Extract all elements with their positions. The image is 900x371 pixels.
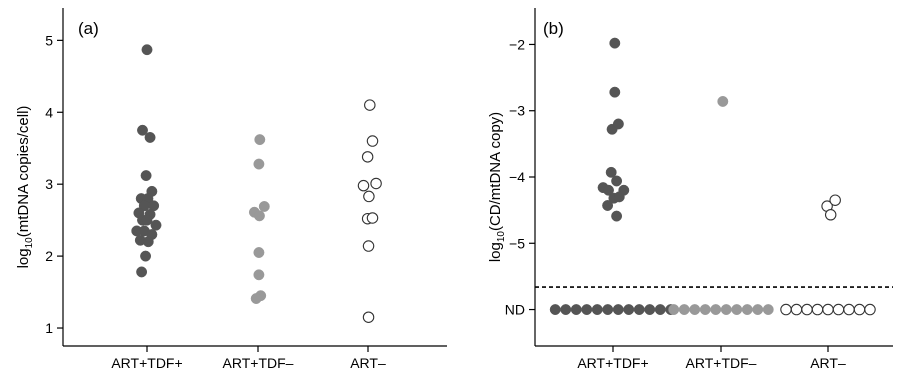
data-point	[254, 134, 266, 146]
nd-data-point	[853, 303, 866, 316]
data-point	[717, 95, 729, 107]
nd-data-point	[623, 304, 635, 315]
nd-data-point	[591, 304, 603, 315]
nd-data-point	[699, 304, 711, 315]
data-point	[258, 201, 270, 212]
y-tick-label: 2	[45, 248, 53, 264]
nd-data-point	[741, 304, 753, 315]
data-point	[602, 200, 614, 211]
nd-data-point	[811, 303, 824, 316]
data-point	[361, 151, 374, 163]
y-tick-label: 1	[45, 320, 53, 336]
data-point	[362, 240, 375, 252]
nd-data-point	[790, 303, 803, 316]
data-point	[366, 135, 379, 147]
nd-data-point	[864, 303, 876, 316]
y-axis-title: log10(mtDNA copies/cell)	[15, 106, 35, 269]
panel-b: −2 −3 −4 −5 ND ART+TDF+ ART+TDF– ART– log10(CD/m…	[487, 8, 893, 371]
y-tick-label: −4	[509, 169, 525, 185]
y-tick-label: 3	[45, 176, 53, 192]
data-point	[253, 247, 265, 258]
nd-data-point	[689, 304, 701, 315]
nd-data-point	[780, 303, 792, 316]
y-tick-label: 5	[45, 32, 53, 48]
data-point	[253, 210, 265, 222]
data-point	[605, 166, 617, 178]
data-point	[364, 99, 376, 111]
data-point	[141, 44, 153, 56]
nd-data-point	[612, 304, 624, 315]
nd-data-point	[710, 304, 722, 315]
x-category-label: ART–	[810, 355, 846, 371]
data-point	[611, 210, 623, 222]
x-category-label: ART+TDF–	[223, 355, 294, 371]
data-point	[253, 158, 265, 170]
data-point	[140, 250, 152, 262]
y-tick-label: −3	[509, 103, 525, 119]
y-tick-label: −2	[509, 36, 525, 52]
data-point	[137, 124, 148, 136]
data-point	[829, 194, 841, 206]
nd-data-point	[731, 304, 743, 315]
data-point	[611, 175, 623, 187]
data-point	[362, 311, 375, 323]
y-tick-label: −5	[509, 235, 525, 251]
data-point	[150, 219, 162, 231]
nd-data-point	[762, 304, 774, 315]
data-point	[253, 269, 265, 281]
data-point	[366, 212, 379, 224]
nd-data-point	[560, 304, 572, 315]
data-point	[140, 170, 152, 182]
data-point	[136, 266, 148, 278]
y-axis-title: log10(CD/mtDNA copy)	[487, 112, 507, 262]
panel-a: 1 2 3 4 5 ART+TDF+ ART+TDF– ART– log10(mtDNA cop…	[15, 8, 447, 371]
y-tick-label: 4	[45, 104, 53, 120]
data-point	[824, 209, 837, 221]
nd-data-point	[720, 304, 732, 315]
data-point	[363, 190, 375, 203]
nd-data-point	[602, 304, 614, 315]
nd-data-point	[570, 304, 582, 315]
panel-label: (a)	[78, 19, 99, 38]
x-category-label: ART+TDF+	[111, 355, 182, 371]
nd-data-point	[644, 304, 656, 315]
data-point	[370, 177, 382, 190]
nd-data-point	[581, 304, 593, 315]
data-point	[357, 179, 370, 192]
x-category-label: ART+TDF–	[686, 355, 757, 371]
x-category-label: ART–	[350, 355, 386, 371]
nd-data-point	[668, 304, 680, 315]
data-point	[142, 236, 154, 248]
nd-data-point	[549, 304, 561, 315]
data-point	[144, 131, 156, 143]
data-point	[609, 86, 621, 98]
nd-data-point	[654, 304, 666, 315]
nd-data-point	[633, 304, 645, 315]
nd-data-point	[822, 303, 834, 316]
x-category-label: ART+TDF+	[577, 355, 648, 371]
nd-data-point	[832, 303, 845, 316]
data-point	[250, 293, 262, 304]
nd-label: ND	[505, 302, 525, 318]
data-point	[613, 191, 625, 203]
nd-data-point	[801, 303, 813, 316]
nd-data-point	[678, 304, 690, 315]
data-point	[141, 214, 153, 226]
data-point	[609, 37, 621, 49]
nd-data-point	[843, 303, 855, 316]
nd-data-point	[752, 304, 764, 315]
data-point	[603, 184, 614, 196]
panel-label: (b)	[543, 19, 564, 38]
data-point	[612, 118, 624, 130]
